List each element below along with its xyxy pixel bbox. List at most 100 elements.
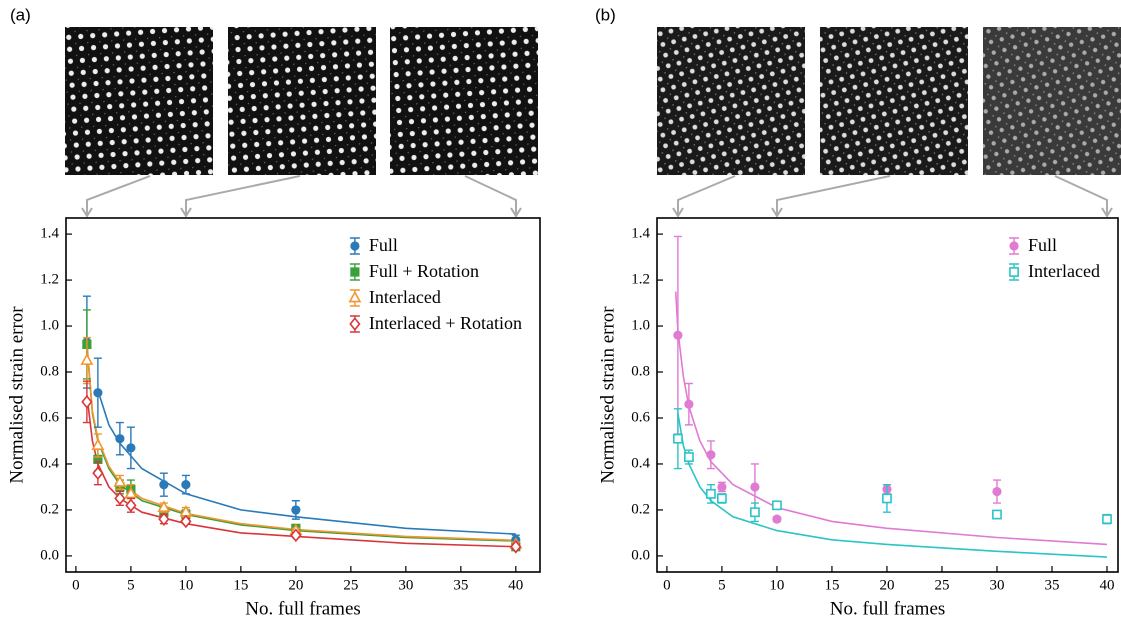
marker — [1009, 267, 1019, 277]
marker — [684, 399, 694, 409]
marker — [180, 514, 192, 529]
panel-label: (b) — [595, 5, 616, 24]
micrograph — [390, 27, 538, 175]
x-tick-label: 40 — [1099, 577, 1114, 593]
legend-label: Interlaced — [369, 287, 441, 307]
marker — [126, 443, 136, 453]
plot-frame — [65, 217, 541, 573]
x-tick-label: 15 — [233, 577, 248, 593]
x-tick-label: 5 — [718, 577, 726, 593]
marker — [510, 539, 522, 554]
x-tick-label: 20 — [288, 577, 303, 593]
marker — [181, 480, 191, 490]
marker — [290, 528, 302, 543]
marker — [115, 434, 125, 444]
x-tick-label: 20 — [879, 577, 894, 593]
micrograph — [228, 27, 376, 175]
marker — [1009, 241, 1019, 251]
legend-label: Full — [369, 235, 398, 255]
x-tick-label: 25 — [934, 577, 949, 593]
marker — [992, 486, 1002, 497]
marker — [750, 507, 760, 518]
y-tick-label: 1.4 — [40, 226, 59, 242]
marker — [350, 267, 360, 277]
marker — [717, 482, 727, 492]
x-tick-label: 25 — [343, 577, 358, 593]
marker — [1102, 514, 1112, 525]
marker — [772, 500, 782, 511]
marker — [673, 433, 683, 444]
micrograph — [65, 27, 213, 175]
marker — [717, 493, 727, 504]
micrograph — [983, 27, 1121, 175]
y-tick-label: 1.2 — [631, 272, 650, 288]
plot-frame — [656, 217, 1119, 573]
x-tick-label: 10 — [769, 577, 784, 593]
x-tick-label: 40 — [508, 577, 523, 593]
legend-label: Full + Rotation — [369, 261, 479, 281]
y-axis-label: Normalised strain error — [597, 306, 618, 484]
legend-label: Interlaced — [1028, 261, 1100, 281]
y-tick-label: 0.8 — [631, 363, 650, 379]
y-tick-label: 0.8 — [40, 363, 59, 379]
fit-line — [86, 342, 516, 542]
marker — [81, 395, 93, 409]
x-axis-label: No. full frames — [245, 598, 361, 619]
x-tick-label: 30 — [398, 577, 413, 593]
fit-line — [677, 413, 1108, 558]
x-tick-label: 30 — [989, 577, 1004, 593]
marker — [673, 330, 683, 340]
fit-line — [86, 344, 516, 542]
y-tick-label: 0.4 — [40, 455, 59, 471]
marker — [157, 500, 171, 513]
marker — [772, 514, 782, 524]
marker — [125, 498, 137, 513]
x-tick-label: 0 — [663, 577, 671, 593]
y-tick-label: 0.0 — [631, 547, 650, 563]
x-tick-label: 0 — [72, 577, 80, 593]
marker — [750, 482, 760, 492]
marker — [93, 388, 103, 398]
x-tick-label: 15 — [824, 577, 839, 593]
y-tick-label: 1.0 — [40, 317, 59, 333]
marker — [159, 480, 169, 490]
y-tick-label: 0.0 — [40, 547, 59, 563]
marker — [114, 491, 126, 506]
marker — [348, 290, 362, 303]
marker — [684, 452, 694, 462]
x-tick-label: 10 — [178, 577, 193, 593]
y-tick-label: 1.0 — [631, 317, 650, 333]
micrograph — [820, 27, 968, 175]
legend: Full Full + Rotation Interlaced Interlaced … — [348, 235, 522, 333]
marker — [706, 450, 716, 460]
marker — [291, 505, 301, 515]
marker — [349, 317, 361, 331]
marker — [92, 466, 104, 481]
y-tick-label: 1.2 — [40, 272, 59, 288]
panel-label: (a) — [10, 5, 31, 24]
marker — [882, 493, 892, 504]
y-tick-label: 0.6 — [40, 409, 59, 425]
y-tick-label: 0.6 — [631, 409, 650, 425]
marker — [91, 438, 105, 450]
y-tick-label: 0.2 — [631, 501, 650, 517]
x-tick-label: 35 — [1044, 577, 1059, 593]
y-tick-label: 0.2 — [40, 501, 59, 517]
micrograph — [657, 27, 805, 175]
fit-line — [674, 291, 1108, 546]
marker — [124, 486, 138, 499]
marker — [80, 353, 94, 365]
marker — [992, 509, 1002, 520]
legend: Full Interlaced — [1009, 235, 1100, 281]
legend-label: Full — [1028, 235, 1057, 255]
marker — [158, 512, 170, 526]
x-axis-label: No. full frames — [830, 598, 946, 619]
x-tick-label: 5 — [127, 577, 135, 593]
marker — [706, 488, 716, 499]
legend-label: Interlaced + Rotation — [369, 313, 522, 333]
y-axis-label: Normalised strain error — [6, 306, 27, 484]
fit-line — [86, 394, 516, 548]
marker — [93, 454, 103, 464]
y-tick-label: 1.4 — [631, 226, 650, 242]
